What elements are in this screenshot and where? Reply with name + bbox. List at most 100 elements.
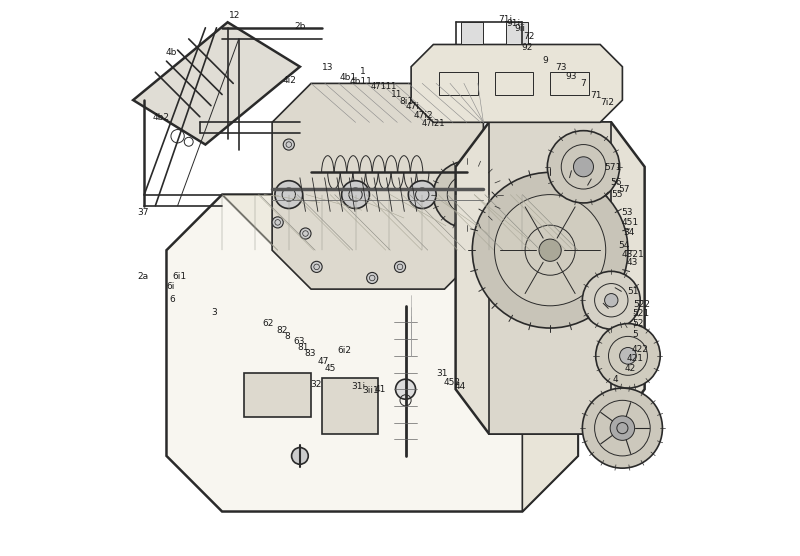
Circle shape [300,228,311,239]
Text: 34: 34 [623,228,635,237]
Bar [439,72,478,95]
Circle shape [342,181,370,208]
Polygon shape [166,195,578,512]
Circle shape [283,139,294,150]
Text: 9ii: 9ii [514,24,526,33]
Text: 8i1: 8i1 [399,97,413,106]
Text: 41: 41 [375,385,386,394]
Text: 71: 71 [590,91,602,100]
Circle shape [395,379,415,399]
Text: 521: 521 [633,309,650,318]
Text: 63: 63 [294,337,305,346]
Circle shape [394,261,406,272]
Polygon shape [222,195,578,250]
Text: 47111: 47111 [371,82,398,91]
Text: 37: 37 [138,208,149,217]
Circle shape [605,294,618,307]
Polygon shape [489,122,611,434]
Text: 4b11: 4b11 [350,77,373,86]
Bar [550,72,589,95]
Polygon shape [133,22,300,145]
Text: 52: 52 [633,319,644,328]
Text: 81: 81 [298,343,309,352]
Text: 51: 51 [627,287,638,296]
Text: 31i: 31i [351,382,365,391]
Circle shape [472,172,628,328]
Text: 45: 45 [325,364,336,373]
Text: 6i: 6i [166,282,175,291]
Text: 31: 31 [436,369,448,378]
Text: 82: 82 [277,326,288,335]
Circle shape [408,181,436,208]
Text: 53: 53 [622,208,633,217]
Text: 4: 4 [612,375,618,384]
Text: 12: 12 [229,11,240,20]
Text: 62: 62 [262,319,274,328]
Circle shape [494,195,606,306]
Text: 56: 56 [610,178,622,187]
Circle shape [582,271,640,329]
Text: 451: 451 [622,218,638,227]
Text: 571: 571 [605,163,622,172]
Text: 71i: 71i [498,15,512,24]
Text: 6: 6 [170,295,175,304]
Text: 73: 73 [556,63,567,72]
Circle shape [610,416,634,440]
Text: 72: 72 [523,32,535,41]
Text: 93: 93 [566,72,577,81]
Text: 47i21: 47i21 [421,119,445,128]
Text: 54: 54 [618,241,630,250]
Text: 47i: 47i [406,102,419,111]
Circle shape [275,181,302,208]
Text: 11: 11 [391,90,402,99]
Text: 522: 522 [634,300,650,309]
Circle shape [291,448,308,464]
Text: 42: 42 [625,364,636,373]
Bar [322,378,378,434]
Text: 7: 7 [580,79,586,88]
Bar [244,373,311,417]
Circle shape [582,388,662,468]
Circle shape [596,324,660,388]
Text: 421: 421 [627,354,644,363]
Bar [461,22,483,44]
Text: 6i1: 6i1 [172,272,186,281]
Text: 7i2: 7i2 [600,98,614,107]
Text: 5: 5 [633,330,638,339]
Text: 8: 8 [284,332,290,341]
Text: 57: 57 [618,185,630,193]
Text: 4i2: 4i2 [282,76,296,85]
Text: 3: 3 [211,308,217,317]
Circle shape [311,261,322,272]
Text: 44: 44 [454,382,466,391]
Text: 2b: 2b [294,22,306,31]
Polygon shape [522,195,578,512]
Text: 1: 1 [360,67,366,76]
Text: 2a: 2a [138,272,149,281]
Text: 32: 32 [310,380,322,389]
Polygon shape [455,122,645,434]
Polygon shape [411,44,622,122]
Text: 91i: 91i [506,19,521,28]
Circle shape [620,348,636,364]
Circle shape [366,272,378,284]
Text: 3ii1: 3ii1 [362,386,379,395]
Circle shape [574,157,594,177]
Polygon shape [272,83,483,289]
Circle shape [272,217,283,228]
Text: 452: 452 [443,378,460,387]
Bar [506,22,528,44]
Bar [494,72,534,95]
Text: 4b2: 4b2 [153,113,170,122]
Circle shape [547,131,620,203]
Text: 92: 92 [522,43,533,52]
Text: 6i2: 6i2 [338,346,352,355]
Text: 4321: 4321 [622,250,644,259]
Text: 4b: 4b [166,48,177,57]
Text: 55: 55 [611,190,622,199]
Text: 13: 13 [322,63,334,72]
Text: 83: 83 [304,349,316,358]
Text: 422: 422 [631,345,648,354]
Circle shape [539,239,562,261]
Text: 47i2: 47i2 [414,111,433,120]
